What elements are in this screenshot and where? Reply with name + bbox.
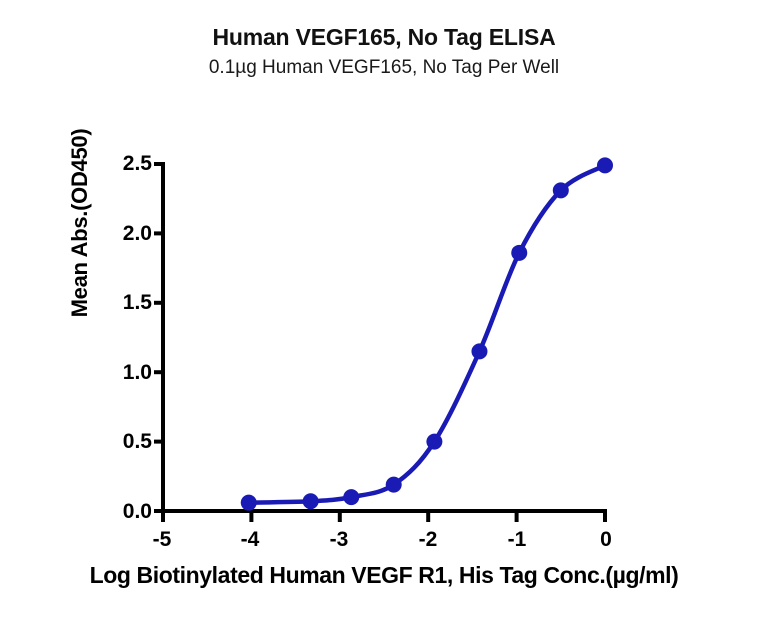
- x-tick-label-4: -1: [507, 528, 527, 551]
- title-block: Human VEGF165, No Tag ELISA 0.1µg Human …: [0, 22, 768, 82]
- data-point-5: [471, 343, 488, 360]
- data-point-6: [511, 244, 528, 261]
- x-tick-label-1: -4: [240, 528, 260, 551]
- y-tick-label-3: 1.5: [122, 291, 152, 314]
- y-tick-label-1: 0.5: [122, 430, 152, 453]
- data-point-7: [552, 182, 569, 199]
- data-point-0: [240, 494, 257, 511]
- y-tick-marks: [154, 162, 163, 513]
- data-point-1: [302, 493, 319, 510]
- series-markers: [240, 157, 613, 511]
- chart-subtitle: 0.1µg Human VEGF165, No Tag Per Well: [208, 57, 560, 78]
- y-tick-label-0: 0.0: [122, 500, 152, 523]
- axis-spines: [161, 162, 607, 513]
- y-tick-label-5: 2.5: [122, 152, 152, 175]
- y-tick-label-2: 1.0: [122, 361, 152, 384]
- x-tick-label-2: -3: [329, 528, 349, 551]
- series-line-human-vegf165: [246, 163, 608, 505]
- x-tick-label-0: -5: [152, 528, 172, 551]
- data-point-4: [426, 433, 443, 450]
- y-tick-label-4: 2.0: [122, 222, 152, 245]
- data-point-2: [343, 489, 360, 506]
- x-tick-marks: [161, 511, 607, 522]
- x-axis-label: Log Biotinylated Human VEGF R1, His Tag …: [89, 562, 679, 588]
- data-point-3: [385, 476, 402, 493]
- x-tick-label-3: -2: [418, 528, 438, 551]
- chart-title: Human VEGF165, No Tag ELISA: [212, 24, 556, 50]
- x-tick-label-5: 0: [600, 528, 612, 551]
- data-point-8: [597, 157, 613, 174]
